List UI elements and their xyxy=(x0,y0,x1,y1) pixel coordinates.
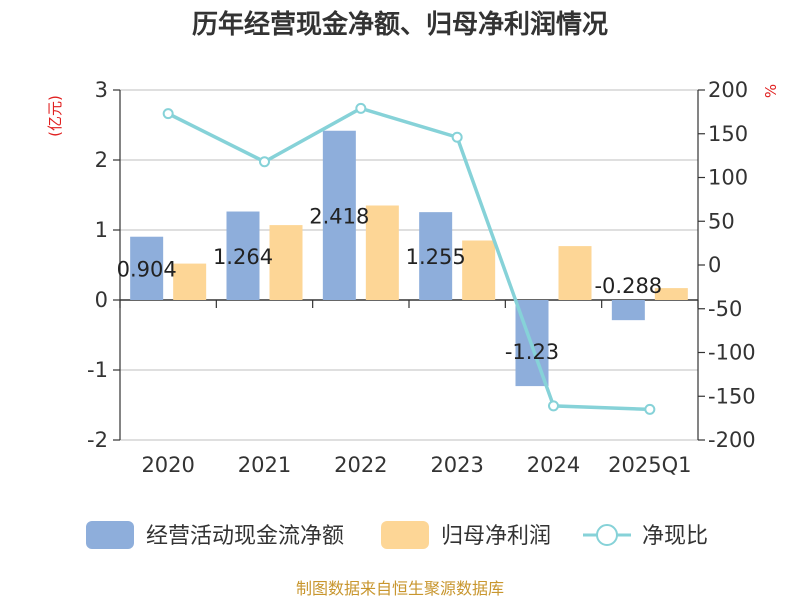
data-labels: 0.904 1.264 2.418 1.255 -1.23 -0.288 xyxy=(117,204,663,364)
ratio-point xyxy=(355,102,367,114)
ratio-point xyxy=(644,403,656,415)
right-tick-label: 200 xyxy=(708,78,748,102)
right-tick-label: 100 xyxy=(708,166,748,190)
category-label: 2020 xyxy=(141,453,194,477)
line-series xyxy=(162,102,656,415)
right-tick-label: 0 xyxy=(708,253,721,277)
chart-title: 历年经营现金净额、归母净利润情况 xyxy=(192,9,608,40)
left-axis-unit: (亿元) xyxy=(46,95,64,137)
ratio-line xyxy=(167,106,650,412)
legend-swatch xyxy=(381,521,429,549)
cashflow-bar xyxy=(130,236,164,300)
ratio-point xyxy=(451,131,463,143)
cashflow-data-label: 0.904 xyxy=(117,257,177,281)
ratio-point xyxy=(162,108,174,120)
category-label: 2023 xyxy=(430,453,483,477)
right-tick-label: 150 xyxy=(708,122,748,146)
profit-bar xyxy=(558,246,592,300)
data-source: 制图数据来自恒生聚源数据库 xyxy=(296,579,504,598)
axes: -2 -1 0 1 2 3 -200 -150 -100 -50 0 50 100 150 200 2020 2… xyxy=(87,78,756,477)
category-label: 2022 xyxy=(334,453,387,477)
legend-swatch xyxy=(86,521,134,549)
legend-label: 净现比 xyxy=(642,524,708,549)
category-label: 2024 xyxy=(527,453,580,477)
category-label: 2021 xyxy=(238,453,291,477)
ratio-point xyxy=(259,156,270,168)
bar-series xyxy=(130,130,688,387)
right-tick-label: 50 xyxy=(708,209,735,233)
right-tick-label: -50 xyxy=(708,297,742,321)
legend-swatch-marker xyxy=(596,524,618,546)
legend-label: 归母净利润 xyxy=(441,524,551,549)
left-tick-label: 0 xyxy=(95,288,108,312)
profit-bar xyxy=(654,288,688,300)
cashflow-data-label: 1.264 xyxy=(213,245,273,269)
right-axis-unit: % xyxy=(762,84,780,98)
left-tick-label: 1 xyxy=(95,218,108,242)
gridlines xyxy=(120,89,698,441)
cashflow-bar xyxy=(226,211,260,300)
profit-bar xyxy=(173,263,207,300)
ratio-point xyxy=(548,400,559,412)
cashflow-data-label: -1.23 xyxy=(505,340,559,364)
right-tick-label: -150 xyxy=(708,384,756,408)
profit-bar xyxy=(269,225,303,300)
category-label: 2025Q1 xyxy=(608,453,691,477)
cashflow-data-label: 2.418 xyxy=(309,204,369,228)
right-tick-label: -200 xyxy=(708,428,756,452)
cashflow-data-label: -0.288 xyxy=(594,274,662,298)
left-tick-label: -2 xyxy=(87,428,108,452)
left-tick-label: -1 xyxy=(87,358,108,382)
cashflow-bar xyxy=(322,130,356,300)
legend[interactable]: 经营活动现金流净额 归母净利润 净现比 xyxy=(86,521,708,549)
left-tick-label: 3 xyxy=(95,78,108,102)
profit-bar xyxy=(462,240,496,300)
profit-bar xyxy=(365,205,399,300)
right-tick-label: -100 xyxy=(708,341,756,365)
cashflow-data-label: 1.255 xyxy=(406,245,466,269)
cashflow-bar xyxy=(419,212,453,300)
cashflow-bar xyxy=(611,300,645,321)
left-tick-label: 2 xyxy=(95,148,108,172)
legend-label: 经营活动现金流净额 xyxy=(146,524,344,549)
